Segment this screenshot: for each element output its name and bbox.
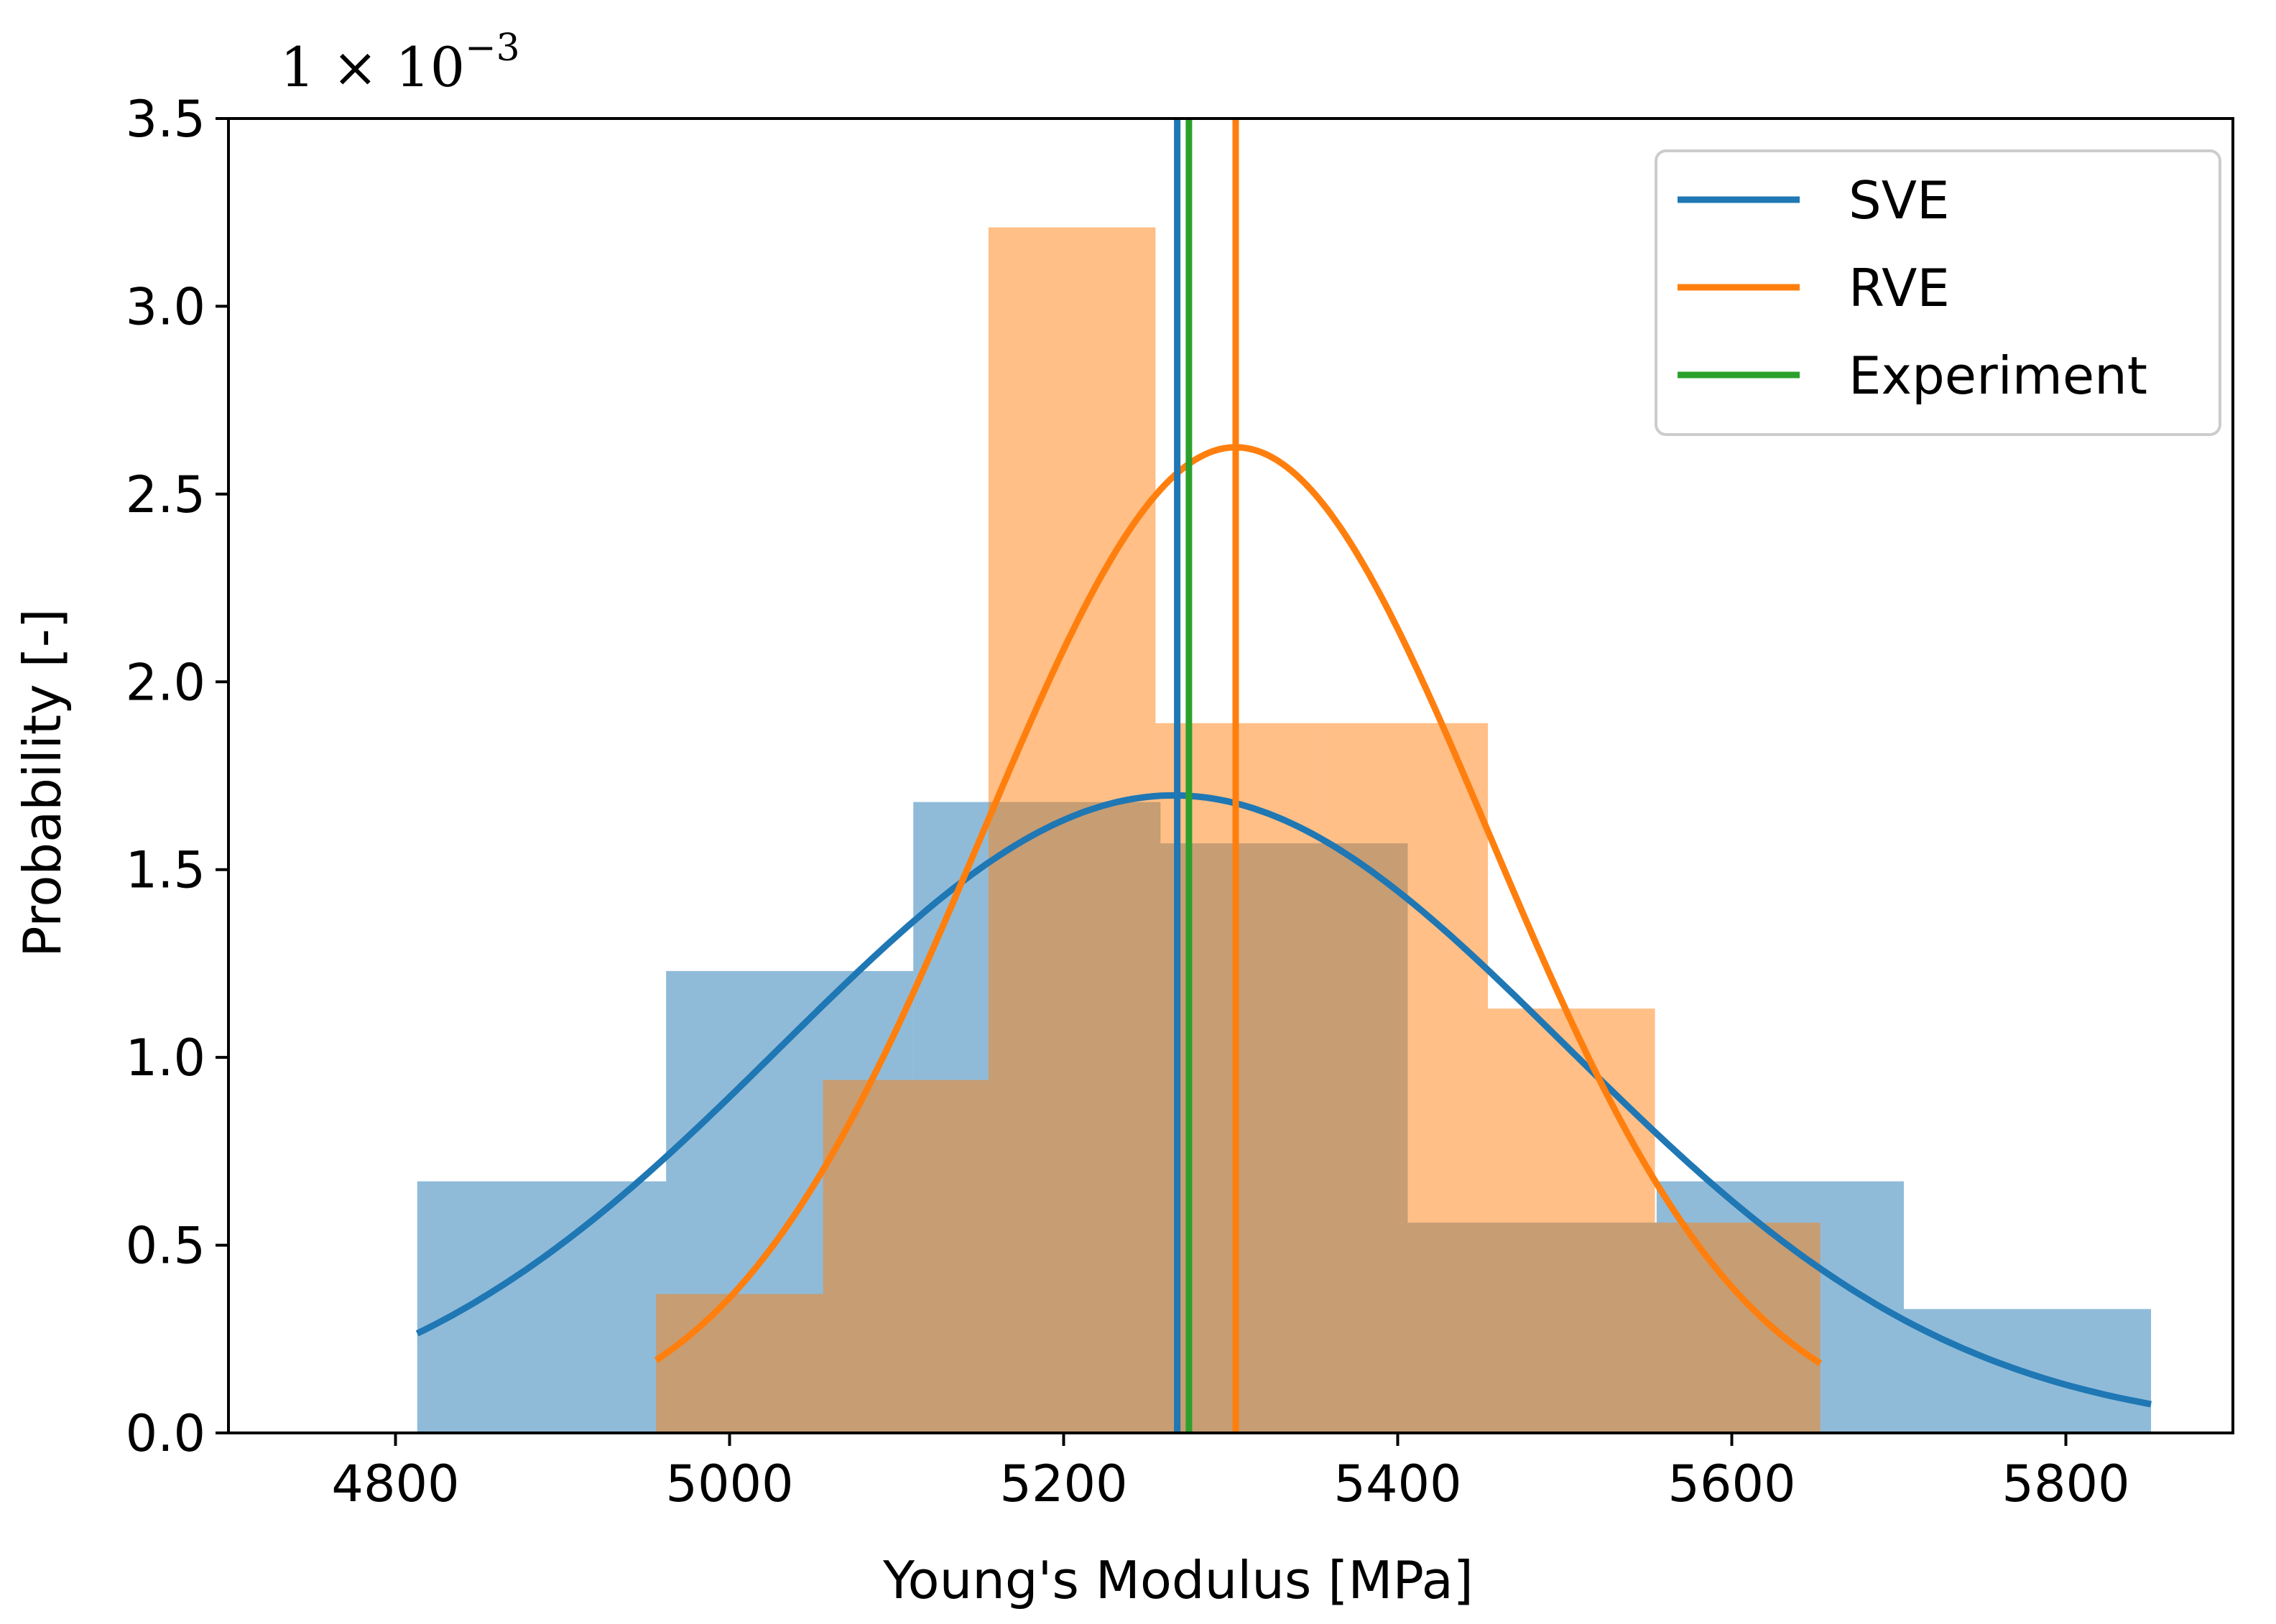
x-axis-label: Young's Modulus [MPa] bbox=[882, 1550, 1474, 1610]
y-tick-label-1-0: 1.0 bbox=[126, 1029, 205, 1087]
hist-bar-rve-6 bbox=[1655, 1222, 1821, 1433]
fit-curve-sve bbox=[415, 792, 2152, 1408]
y-tick-label-0-5: 0.5 bbox=[126, 1217, 205, 1276]
histograms bbox=[417, 227, 2152, 1434]
x-tick-label-4800: 4800 bbox=[331, 1454, 459, 1513]
x-tick-label-5800: 5800 bbox=[2002, 1454, 2129, 1513]
hist-bar-rve-5 bbox=[1488, 1008, 1655, 1433]
y-tick-label-2-5: 2.5 bbox=[126, 465, 205, 524]
hist-bar-rve-4 bbox=[1322, 723, 1489, 1433]
y-tick-label-3-0: 3.0 bbox=[126, 277, 205, 336]
legend: SVE RVE Experiment bbox=[1655, 149, 2221, 436]
scale-multiplier-label: 1 × 10−3 bbox=[280, 27, 520, 99]
hist-bar-rve-1 bbox=[823, 1080, 989, 1433]
legend-label-sve: SVE bbox=[1849, 170, 1949, 231]
y-tick-label-3-5: 3.5 bbox=[126, 90, 205, 149]
y-tick-label-1-5: 1.5 bbox=[126, 841, 205, 900]
plot-frame bbox=[227, 117, 2234, 1434]
legend-label-rve: RVE bbox=[1849, 258, 1950, 318]
x-tick-label-5600: 5600 bbox=[1667, 1454, 1795, 1513]
hist-bar-rve-3 bbox=[1155, 723, 1323, 1433]
hist-bar-rve-2 bbox=[988, 227, 1156, 1434]
y-tick-label-2-0: 2.0 bbox=[126, 653, 205, 712]
vertical-lines bbox=[1174, 119, 1239, 1433]
x-tick-label-5400: 5400 bbox=[1333, 1454, 1461, 1513]
y-tick-label-0-0: 0.0 bbox=[126, 1404, 205, 1463]
hist-bar-rve-0 bbox=[656, 1294, 823, 1433]
hist-bar-sve-0 bbox=[417, 1181, 667, 1433]
y-axis-label: Probability [-] bbox=[12, 608, 73, 957]
x-tick-label-5200: 5200 bbox=[999, 1454, 1127, 1513]
legend-label-experiment: Experiment bbox=[1849, 345, 2147, 406]
axes: 4800 5000 5200 5400 5600 5800 0.0 0.5 1.0 1.5 2.0 2… bbox=[126, 90, 2234, 1513]
legend-box bbox=[1655, 149, 2221, 436]
x-tick-label-5000: 5000 bbox=[665, 1454, 793, 1513]
